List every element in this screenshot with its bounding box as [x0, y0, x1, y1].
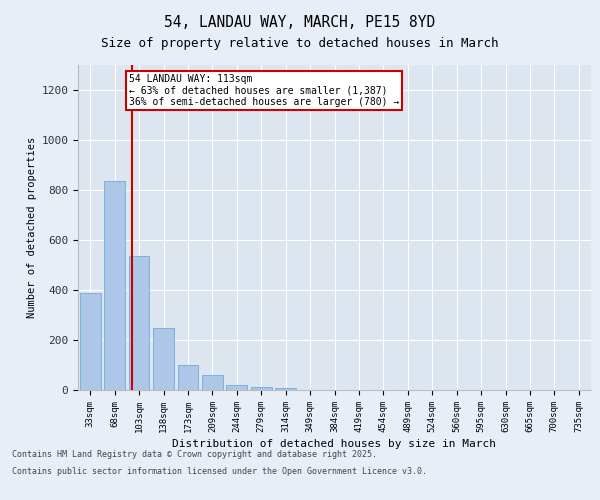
Text: Size of property relative to detached houses in March: Size of property relative to detached ho…: [101, 38, 499, 51]
Bar: [128, 256, 149, 390]
Y-axis label: Number of detached properties: Number of detached properties: [27, 137, 37, 318]
Text: Contains HM Land Registry data © Crown copyright and database right 2025.: Contains HM Land Registry data © Crown c…: [12, 450, 377, 459]
Bar: [153, 328, 174, 390]
Text: 54, LANDAU WAY, MARCH, PE15 8YD: 54, LANDAU WAY, MARCH, PE15 8YD: [164, 15, 436, 30]
Bar: [275, 388, 296, 390]
Bar: [104, 181, 125, 390]
Bar: [178, 365, 199, 390]
Bar: [226, 384, 247, 390]
Bar: [251, 386, 272, 390]
Text: 54 LANDAU WAY: 113sqm
← 63% of detached houses are smaller (1,387)
36% of semi-d: 54 LANDAU WAY: 113sqm ← 63% of detached …: [130, 74, 400, 107]
Text: Contains public sector information licensed under the Open Government Licence v3: Contains public sector information licen…: [12, 468, 427, 476]
X-axis label: Distribution of detached houses by size in March: Distribution of detached houses by size …: [173, 439, 497, 449]
Bar: [202, 374, 223, 390]
Bar: [80, 292, 101, 390]
